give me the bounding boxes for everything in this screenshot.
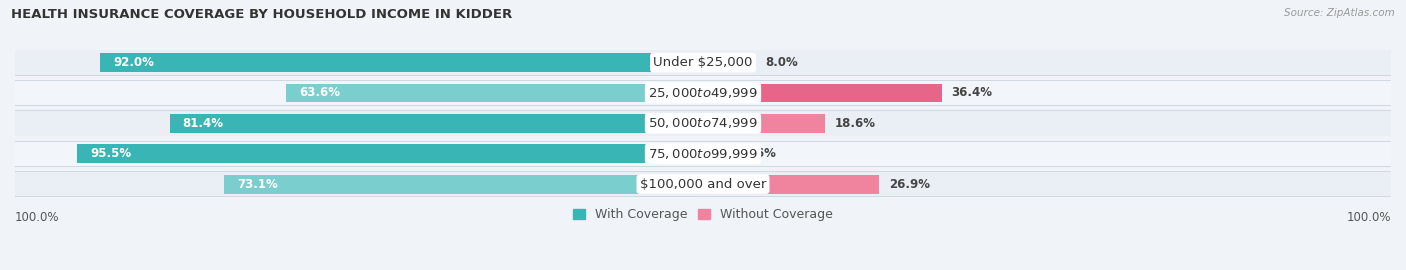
Bar	[703, 53, 755, 72]
Text: $25,000 to $49,999: $25,000 to $49,999	[648, 86, 758, 100]
Bar	[15, 110, 1391, 136]
Bar	[224, 175, 703, 194]
Text: 92.0%: 92.0%	[114, 56, 155, 69]
Bar	[15, 171, 1391, 197]
Text: $75,000 to $99,999: $75,000 to $99,999	[648, 147, 758, 161]
Bar	[703, 114, 825, 133]
Text: 73.1%: 73.1%	[238, 178, 278, 191]
Bar	[703, 83, 942, 102]
Bar	[15, 49, 1391, 76]
Text: 4.6%: 4.6%	[742, 147, 776, 160]
Text: 100.0%: 100.0%	[1347, 211, 1391, 224]
Bar	[15, 81, 1391, 105]
Text: 95.5%: 95.5%	[90, 147, 132, 160]
Bar	[15, 141, 1391, 167]
Text: Source: ZipAtlas.com: Source: ZipAtlas.com	[1284, 8, 1395, 18]
Bar	[15, 172, 1391, 196]
Bar	[287, 83, 703, 102]
Text: 8.0%: 8.0%	[765, 56, 799, 69]
Text: 36.4%: 36.4%	[952, 86, 993, 99]
Text: $100,000 and over: $100,000 and over	[640, 178, 766, 191]
Text: 63.6%: 63.6%	[299, 86, 340, 99]
Bar	[170, 114, 703, 133]
Text: HEALTH INSURANCE COVERAGE BY HOUSEHOLD INCOME IN KIDDER: HEALTH INSURANCE COVERAGE BY HOUSEHOLD I…	[11, 8, 513, 21]
Text: 100.0%: 100.0%	[15, 211, 59, 224]
Bar	[15, 50, 1391, 75]
Legend: With Coverage, Without Coverage: With Coverage, Without Coverage	[568, 204, 838, 227]
Bar	[77, 144, 703, 163]
Text: 81.4%: 81.4%	[183, 117, 224, 130]
Bar	[15, 111, 1391, 136]
Text: 26.9%: 26.9%	[889, 178, 931, 191]
Text: Under $25,000: Under $25,000	[654, 56, 752, 69]
Bar	[703, 175, 879, 194]
Text: $50,000 to $74,999: $50,000 to $74,999	[648, 116, 758, 130]
Bar	[100, 53, 703, 72]
Text: 18.6%: 18.6%	[835, 117, 876, 130]
Bar	[15, 80, 1391, 106]
Bar	[703, 144, 733, 163]
Bar	[15, 141, 1391, 166]
